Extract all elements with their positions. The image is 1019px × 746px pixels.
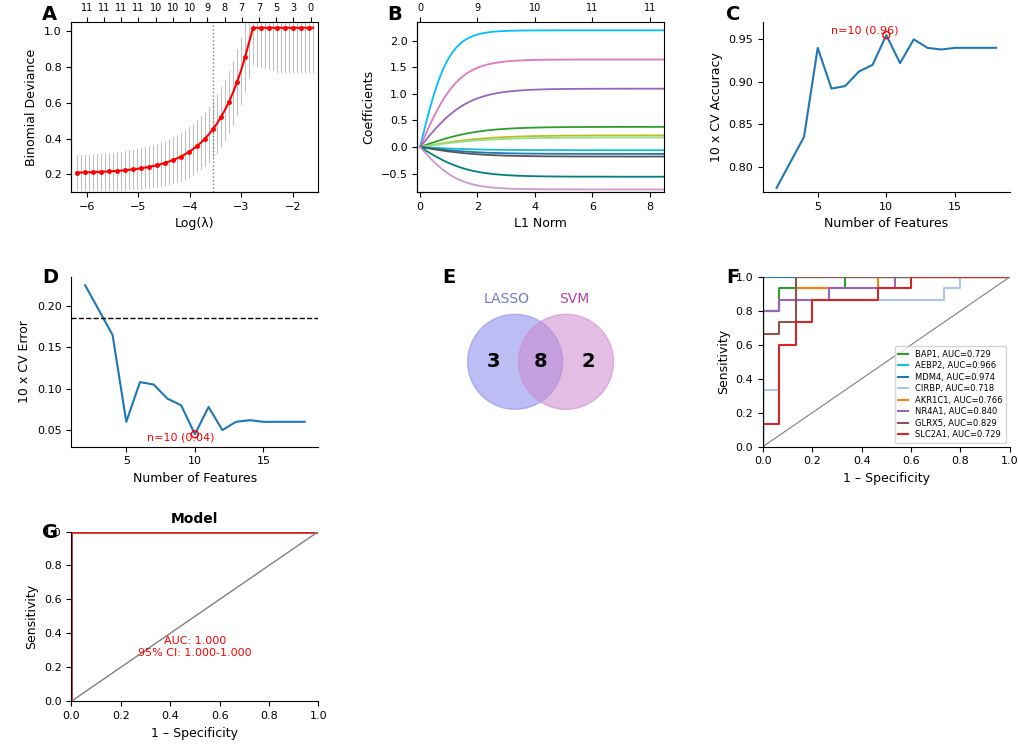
Title: Model: Model — [171, 513, 218, 526]
Text: n=10 (0.04): n=10 (0.04) — [147, 432, 214, 442]
X-axis label: Number of Features: Number of Features — [823, 217, 948, 231]
Y-axis label: Sensitivity: Sensitivity — [716, 329, 730, 395]
Point — [877, 29, 894, 41]
Text: G: G — [42, 523, 58, 542]
Text: 8: 8 — [533, 352, 547, 372]
Text: 3: 3 — [486, 352, 499, 372]
Text: n=10 (0.96): n=10 (0.96) — [830, 25, 898, 35]
Text: E: E — [441, 269, 454, 287]
Text: LASSO: LASSO — [483, 292, 529, 306]
X-axis label: 1 – Specificity: 1 – Specificity — [151, 727, 238, 739]
Circle shape — [467, 314, 562, 410]
Text: AUC: 1.000
95% CI: 1.000-1.000: AUC: 1.000 95% CI: 1.000-1.000 — [138, 636, 252, 658]
Y-axis label: Coefficients: Coefficients — [362, 70, 374, 144]
Text: A: A — [42, 5, 57, 25]
X-axis label: 1 – Specificity: 1 – Specificity — [842, 472, 929, 485]
X-axis label: L1 Norm: L1 Norm — [514, 217, 567, 231]
Text: B: B — [387, 5, 401, 25]
Y-axis label: Sensitivity: Sensitivity — [25, 584, 39, 649]
Point — [186, 428, 203, 440]
Legend: BAP1, AUC=0.729, AEBP2, AUC=0.966, MDM4, AUC=0.974, CIRBP, AUC=0.718, AKR1C1, AU: BAP1, AUC=0.729, AEBP2, AUC=0.966, MDM4,… — [894, 346, 1005, 442]
Y-axis label: 10 x CV Error: 10 x CV Error — [18, 320, 32, 404]
Text: SVM: SVM — [558, 292, 589, 306]
X-axis label: Number of Features: Number of Features — [132, 472, 257, 485]
Text: C: C — [726, 5, 740, 25]
Y-axis label: Binomial Deviance: Binomial Deviance — [25, 48, 39, 166]
Y-axis label: 10 x CV Accuracy: 10 x CV Accuracy — [709, 52, 722, 162]
Text: F: F — [726, 269, 739, 287]
Circle shape — [518, 314, 613, 410]
Text: D: D — [42, 269, 58, 287]
X-axis label: Log(λ): Log(λ) — [175, 217, 214, 231]
Text: 2: 2 — [581, 352, 594, 372]
